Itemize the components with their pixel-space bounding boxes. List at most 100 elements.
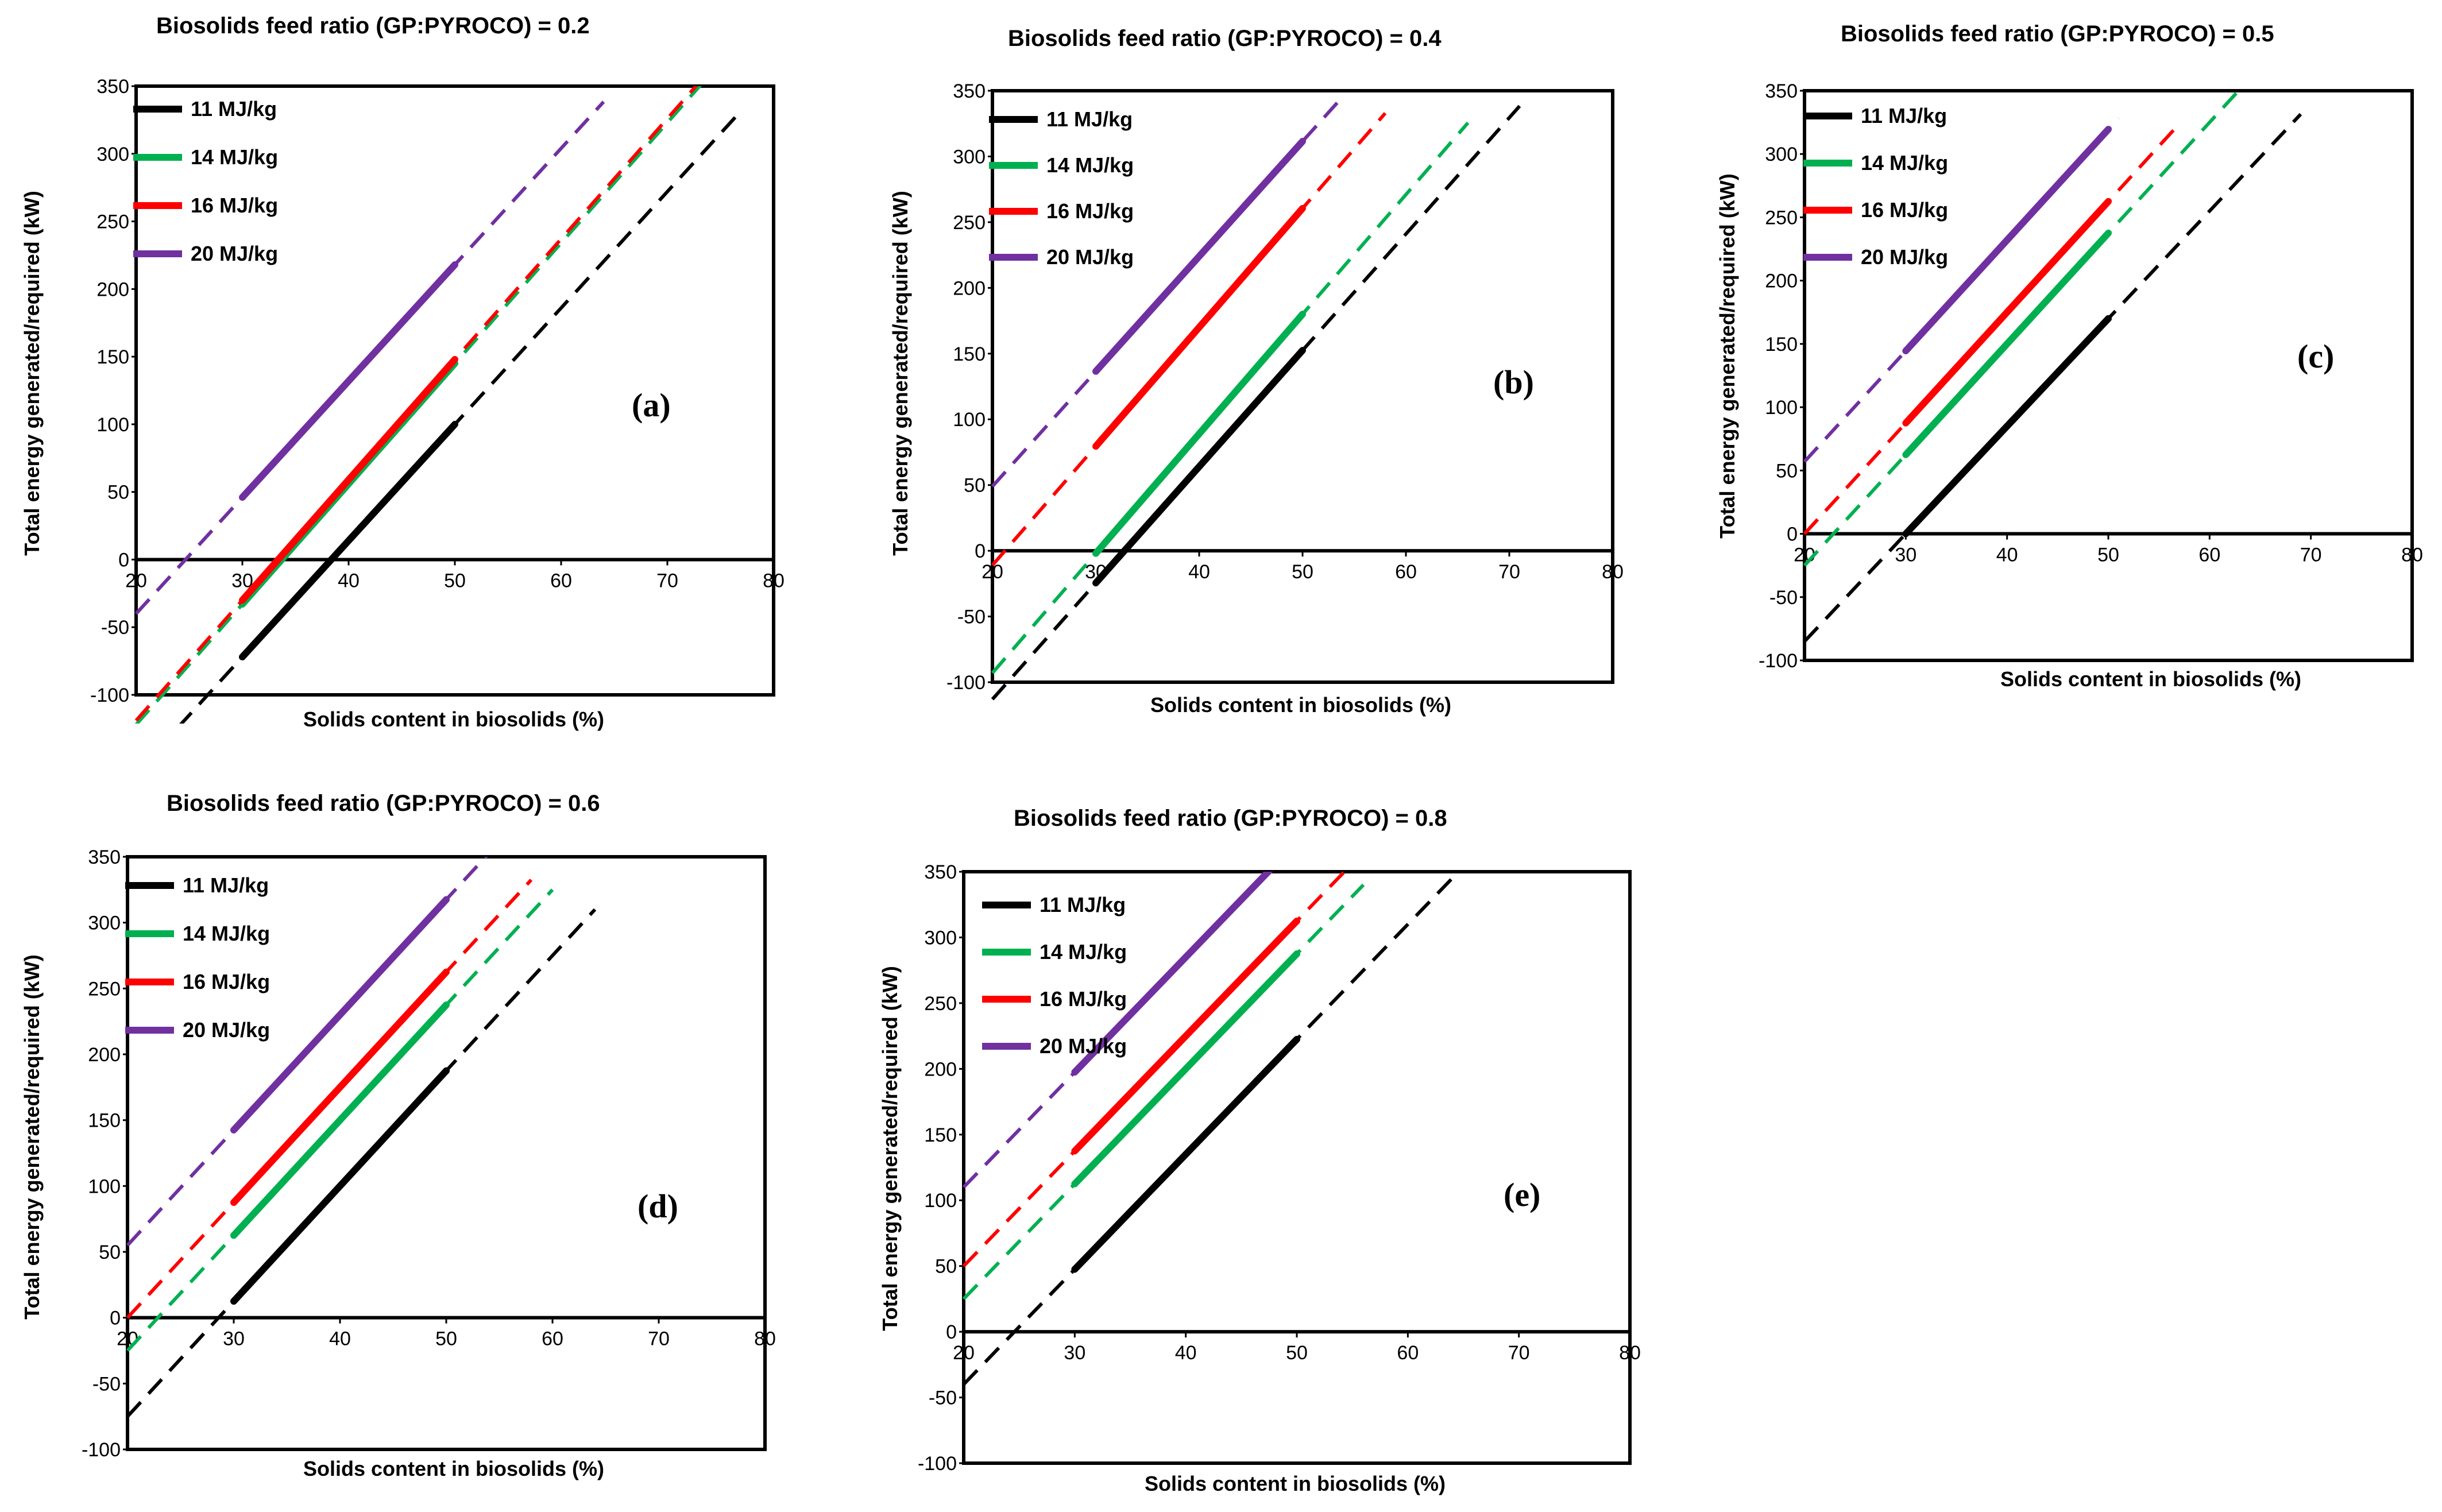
y-tick-label: -50 (101, 617, 129, 639)
y-tick-label: -100 (946, 672, 986, 694)
legend-label: 16 MJ/kg (191, 194, 278, 217)
series-solid-20mjkg (230, 896, 450, 1134)
y-tick-label: 150 (1765, 334, 1798, 355)
series-solid-16mjkg (1902, 198, 2112, 427)
y-tick-label: 0 (1787, 524, 1798, 546)
x-tick-label: 20 (117, 1328, 138, 1350)
y-tick-label: 100 (96, 414, 129, 436)
plot-frame (991, 89, 1614, 684)
x-tick-label: 20 (125, 570, 147, 591)
x-tick-label: 40 (1175, 1342, 1197, 1364)
series-solid-14mjkg (1071, 950, 1300, 1188)
legend-label: 20 MJ/kg (1046, 245, 1134, 269)
legend-label: 14 MJ/kg (183, 922, 270, 945)
y-tick-label: 350 (88, 846, 121, 868)
series-dashed-16mjkg (134, 86, 698, 722)
panel-b: Biosolids feed ratio (GP:PYROCO) = 0.4 (… (888, 26, 1624, 717)
series-group (126, 857, 597, 1418)
legend-label: 14 MJ/kg (1046, 153, 1134, 177)
panel-title: Biosolids feed ratio (GP:PYROCO) = 0.5 (1841, 21, 2274, 47)
legend-label: 11 MJ/kg (1046, 107, 1133, 131)
y-tick-label: 100 (953, 409, 986, 431)
series-group (962, 872, 1461, 1386)
series-solid-14mjkg (230, 1001, 450, 1239)
series-dashed-14mjkg (134, 86, 702, 724)
panel-e: Biosolids feed ratio (GP:PYROCO) = 0.8 (… (878, 806, 1641, 1495)
legend-label: 14 MJ/kg (1861, 151, 1948, 175)
y-tick-label: 250 (1765, 207, 1798, 229)
panel-label: (b) (1493, 364, 1534, 401)
y-tick-label: 150 (953, 343, 986, 365)
y-tick-label: -50 (957, 606, 986, 628)
x-tick-label: 50 (1286, 1342, 1308, 1364)
y-axis-title: Total energy generated/required (kW) (888, 191, 912, 555)
series-solid-14mjkg (1902, 230, 2112, 458)
panel-c: Biosolids feed ratio (GP:PYROCO) = 0.5 (… (1715, 21, 2423, 691)
x-tick-label: 50 (444, 570, 466, 591)
legend-label: 14 MJ/kg (191, 145, 278, 169)
series-solid-16mjkg (239, 355, 458, 604)
plot-frame (126, 855, 767, 1451)
legend-label: 16 MJ/kg (1861, 198, 1948, 222)
panel-title: Biosolids feed ratio (GP:PYROCO) = 0.4 (1008, 26, 1442, 51)
x-tick-label: 20 (953, 1342, 975, 1364)
y-tick-label: 350 (924, 861, 957, 883)
y-tick-label: 150 (96, 346, 129, 368)
x-tick-label: 50 (435, 1328, 457, 1350)
x-tick-label: 50 (1292, 561, 1313, 583)
legend-label: 11 MJ/kg (183, 873, 269, 897)
y-tick-label: 50 (99, 1242, 121, 1263)
series-group (991, 94, 1521, 701)
series-solid-16mjkg (230, 968, 450, 1206)
legend-label: 20 MJ/kg (183, 1018, 270, 1042)
series-solid-14mjkg (1092, 311, 1306, 557)
y-axis-title: Total energy generated/required (kW) (878, 966, 902, 1331)
series-solid-11mjkg (1071, 1035, 1300, 1273)
y-tick-label: 0 (118, 549, 129, 571)
x-tick-label: 80 (754, 1328, 776, 1350)
x-tick-label: 80 (2401, 544, 2423, 566)
legend-label: 16 MJ/kg (1040, 987, 1127, 1011)
panel-label: (c) (2297, 338, 2334, 375)
x-axis-title: Solids content in biosolids (%) (1145, 1472, 1446, 1495)
series-dashed-11mjkg (179, 109, 743, 724)
x-axis-title: Solids content in biosolids (%) (1150, 693, 1451, 717)
x-tick-label: 40 (1188, 561, 1210, 583)
y-tick-label: -50 (92, 1373, 121, 1395)
series-solid-20mjkg (239, 261, 458, 501)
x-tick-label: 80 (1602, 561, 1624, 583)
series-solid-16mjkg (1092, 204, 1306, 450)
y-axis-title: Total energy generated/required (kW) (20, 191, 44, 555)
panel-d: Biosolids feed ratio (GP:PYROCO) = 0.6 (… (20, 791, 776, 1480)
series-group (134, 86, 743, 724)
legend-label: 11 MJ/kg (1861, 104, 1947, 127)
legend-label: 11 MJ/kg (191, 97, 277, 121)
x-tick-label: 30 (223, 1328, 245, 1350)
y-tick-label: 0 (946, 1321, 957, 1343)
series-solid-20mjkg (1902, 126, 2112, 355)
y-tick-label: 250 (924, 993, 957, 1015)
panel-label: (d) (637, 1188, 678, 1225)
y-tick-label: 0 (110, 1308, 121, 1329)
y-tick-label: 350 (96, 76, 129, 98)
panel-label: (e) (1504, 1176, 1540, 1213)
y-tick-label: 250 (953, 212, 986, 234)
y-tick-label: -100 (90, 685, 129, 706)
y-tick-label: 300 (924, 927, 957, 949)
y-axis-title: Total energy generated/required (kW) (1715, 173, 1739, 538)
panel-title: Biosolids feed ratio (GP:PYROCO) = 0.8 (1014, 806, 1447, 831)
y-tick-label: 50 (935, 1256, 957, 1278)
legend-label: 11 MJ/kg (1040, 893, 1126, 917)
series-dashed-16mjkg (991, 112, 1387, 567)
y-axis-title: Total energy generated/required (kW) (20, 954, 44, 1319)
y-tick-label: 200 (88, 1044, 121, 1066)
x-tick-label: 50 (2097, 544, 2119, 566)
y-tick-label: 50 (107, 482, 129, 504)
y-tick-label: 200 (953, 277, 986, 299)
y-tick-label: -50 (1769, 587, 1798, 609)
series-dashed-14mjkg (991, 121, 1470, 674)
series-group (1803, 91, 2302, 643)
panel-title: Biosolids feed ratio (GP:PYROCO) = 0.6 (167, 791, 600, 816)
x-tick-label: 60 (542, 1328, 563, 1350)
